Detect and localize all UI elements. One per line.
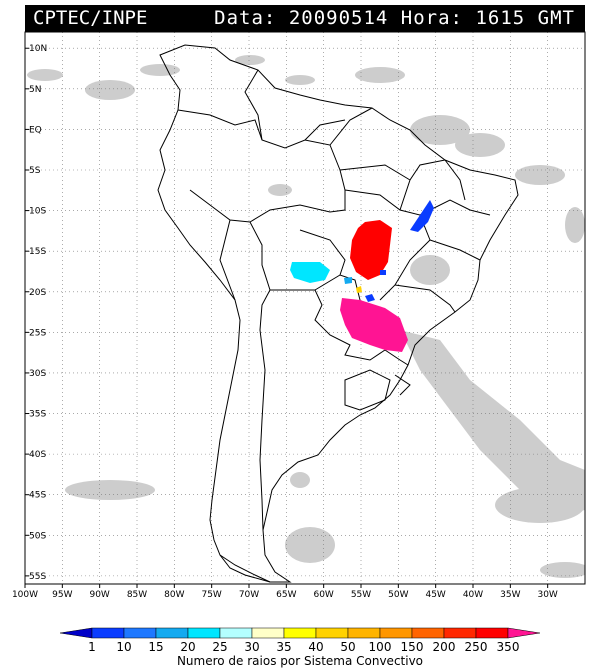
lat-tick-label: 10S	[29, 207, 46, 217]
latitude-ticks: 10N 5N EQ 5S 10S 15S 20S 25S 30S 35S 40S 45S 50S 55S	[25, 44, 47, 582]
map-header: CPTEC/INPE Data: 20090514 Hora: 1615 GMT	[25, 5, 585, 32]
time-unit: GMT	[537, 7, 575, 29]
legend-colorbar	[59, 627, 541, 639]
lat-tick-label: 15S	[29, 247, 46, 257]
date-label: Data:	[214, 7, 277, 29]
legend-values: 1 10 15 20 25 30 35 40 50 100 150 200 250 350	[88, 640, 519, 654]
legend-swatch	[123, 627, 157, 639]
legend-swatch	[91, 627, 125, 639]
legend-value-label: 25	[212, 640, 227, 654]
lon-tick-label: 55W	[351, 590, 371, 600]
lon-tick-label: 70W	[239, 590, 259, 600]
legend-swatch	[251, 627, 285, 639]
system-small-cyan	[344, 277, 352, 284]
lat-tick-label: 45S	[29, 491, 46, 501]
lat-tick-label: 50S	[29, 531, 46, 541]
lon-tick-label: 90W	[89, 590, 109, 600]
cloud-cover	[27, 55, 585, 578]
system-northeast-brazil	[410, 200, 434, 232]
lat-tick-label: 55S	[29, 572, 46, 582]
time-value: 1615	[475, 7, 526, 29]
timestamp: Data: 20090514 Hora: 1615 GMT	[214, 5, 575, 32]
lon-tick-label: 65W	[276, 590, 296, 600]
lat-tick-label: 20S	[29, 288, 46, 298]
lon-tick-label: 85W	[127, 590, 147, 600]
legend-swatch	[475, 627, 509, 639]
legend-title: Numero de raios por Sistema Convectivo	[177, 654, 423, 668]
convective-systems	[290, 200, 434, 352]
legend-value-label: 15	[148, 640, 163, 654]
system-central-brazil	[350, 220, 392, 280]
legend-value-label: 30	[244, 640, 259, 654]
map-plot-area	[25, 32, 585, 584]
lon-tick-label: 100W	[12, 590, 38, 600]
source-label: CPTEC/INPE	[33, 7, 148, 29]
map-frame	[24, 31, 586, 585]
legend-swatch	[187, 627, 221, 639]
lat-tick-label: 40S	[29, 450, 46, 460]
lon-tick-label: 30W	[537, 590, 557, 600]
system-bolivia	[290, 262, 330, 283]
lat-tick-label: EQ	[29, 125, 42, 135]
lat-tick-label: 5N	[29, 85, 41, 95]
legend-swatch	[315, 627, 349, 639]
legend-swatch	[283, 627, 317, 639]
legend-value-label: 35	[276, 640, 291, 654]
lon-tick-label: 60W	[313, 590, 333, 600]
system-paraguay-southern-brazil	[340, 298, 408, 352]
legend-value-label: 150	[401, 640, 424, 654]
lat-tick-label: 30S	[29, 369, 46, 379]
lon-tick-label: 35W	[500, 590, 520, 600]
lat-tick-label: 5S	[29, 166, 41, 176]
lat-tick-label: 35S	[29, 410, 46, 420]
lon-tick-label: 40W	[463, 590, 483, 600]
legend-value-label: 40	[308, 640, 323, 654]
legend-swatch	[411, 627, 445, 639]
legend-value-label: 250	[465, 640, 488, 654]
lat-tick-label: 10N	[29, 44, 47, 54]
system-small-blue	[365, 294, 375, 302]
longitude-ticks: 100W 95W 90W 85W 80W 75W 70W 65W 60W 55W 50W 45W 40W…	[12, 584, 558, 600]
legend-swatch	[507, 627, 541, 639]
land-borders	[157, 44, 519, 583]
legend-value-label: 50	[340, 640, 355, 654]
legend-value-label: 10	[116, 640, 131, 654]
date-value: 20090514	[288, 7, 389, 29]
legend-value-label: 100	[369, 640, 392, 654]
legend-value-label: 350	[497, 640, 520, 654]
lon-tick-label: 50W	[388, 590, 408, 600]
lon-tick-label: 75W	[201, 590, 221, 600]
legend-swatch	[219, 627, 253, 639]
legend-value-label: 20	[180, 640, 195, 654]
legend-swatch	[155, 627, 189, 639]
time-label: Hora:	[400, 7, 463, 29]
legend-value-label: 200	[433, 640, 456, 654]
lon-tick-label: 45W	[425, 590, 445, 600]
legend-swatch	[379, 627, 413, 639]
legend-swatch	[443, 627, 477, 639]
lat-tick-label: 25S	[29, 328, 46, 338]
lon-tick-label: 80W	[164, 590, 184, 600]
lon-tick-label: 95W	[52, 590, 72, 600]
system-small-yellow	[356, 286, 362, 293]
legend-value-label: 1	[88, 640, 96, 654]
system-small-blue-2	[380, 270, 386, 275]
legend-swatch	[347, 627, 381, 639]
legend-swatch	[59, 627, 93, 639]
